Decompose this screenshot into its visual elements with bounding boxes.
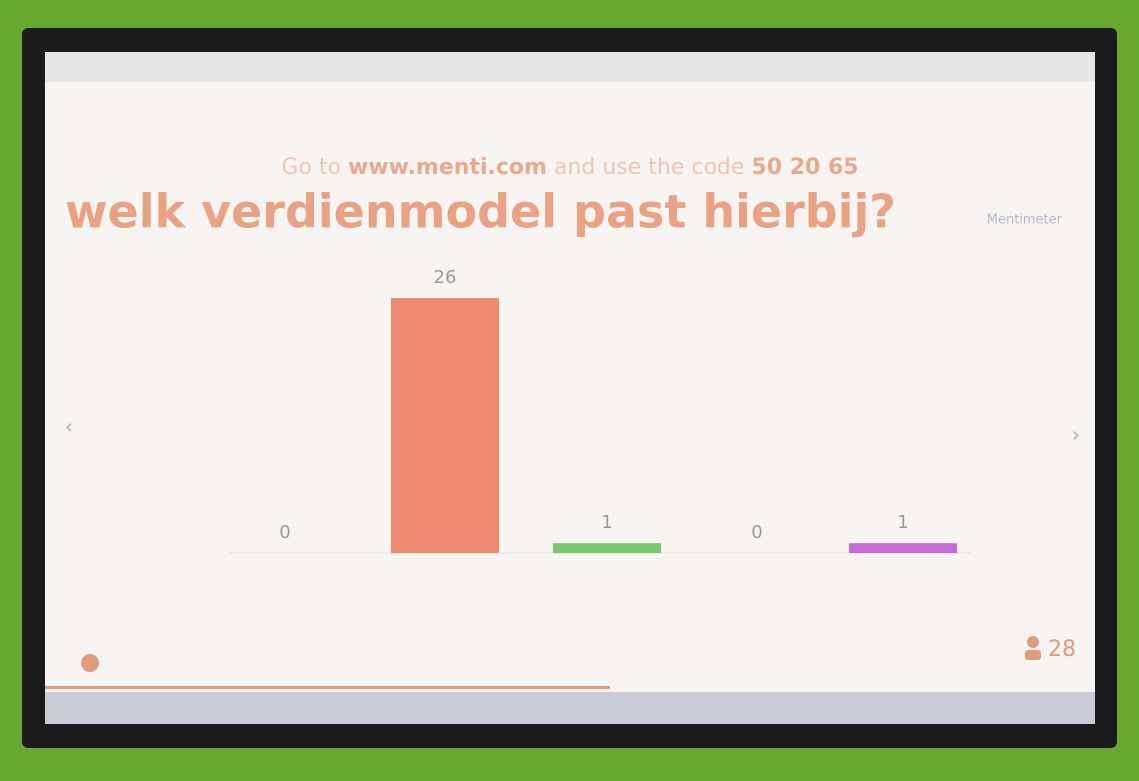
settings-icon[interactable] <box>81 654 99 672</box>
chart-title: welk verdienmodel past hierbij? <box>65 185 896 239</box>
value-label: 0 <box>279 522 290 543</box>
instruction-middle: and use the code <box>554 155 744 180</box>
value-label: 0 <box>751 522 762 543</box>
value-label: 26 <box>434 267 457 288</box>
browser-bar <box>45 52 1095 82</box>
value-label: 1 <box>601 512 612 533</box>
instruction-code: 50 20 65 <box>751 155 858 180</box>
bar <box>849 543 957 553</box>
bar <box>553 543 661 553</box>
progress-bar <box>45 686 610 689</box>
chart: Go to www.menti.com and use the code 50 … <box>0 0 1139 781</box>
participant-count: 28 <box>1048 637 1076 662</box>
instruction-url: www.menti.com <box>348 155 547 180</box>
taskbar <box>45 692 1095 724</box>
prev-arrow[interactable]: ‹ <box>65 415 73 439</box>
instruction-prefix: Go to <box>281 155 341 180</box>
participant-icon <box>1027 636 1039 648</box>
instruction: Go to www.menti.com and use the code 50 … <box>281 155 858 180</box>
page: Go to www.menti.com and use the code 50 … <box>0 0 1139 781</box>
screen <box>45 52 1095 724</box>
bar <box>391 298 499 553</box>
brand: Mentimeter <box>987 213 1063 228</box>
value-label: 1 <box>897 512 908 533</box>
next-arrow[interactable]: › <box>1072 423 1080 447</box>
participant-icon <box>1025 650 1041 660</box>
